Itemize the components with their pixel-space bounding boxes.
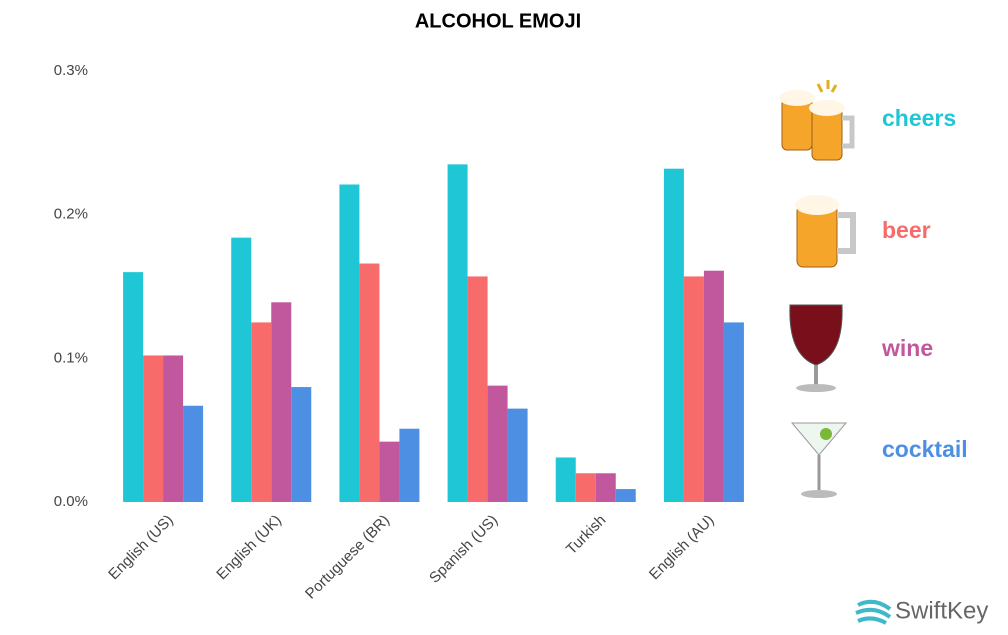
bar bbox=[123, 272, 144, 502]
chart-title: ALCOHOL EMOJI bbox=[415, 10, 581, 32]
brand-logo bbox=[855, 599, 892, 625]
legend-label: wine bbox=[881, 335, 933, 361]
x-tick-label: Turkish bbox=[563, 512, 609, 558]
x-tick-label: English (AU) bbox=[646, 512, 718, 584]
y-tick-label: 0.2% bbox=[54, 206, 88, 223]
bar bbox=[163, 355, 184, 502]
x-tick-label: Spanish (US) bbox=[426, 512, 501, 587]
bar bbox=[271, 302, 292, 502]
bar bbox=[555, 457, 576, 502]
brand-name: SwiftKey bbox=[895, 597, 988, 624]
bar bbox=[507, 408, 528, 502]
legend-label: cheers bbox=[882, 105, 956, 131]
bar bbox=[231, 237, 252, 503]
x-tick-label: Portuguese (BR) bbox=[302, 512, 393, 603]
bar bbox=[143, 355, 164, 502]
cocktail-icon bbox=[790, 422, 848, 498]
x-tick-label: English (UK) bbox=[213, 512, 285, 584]
bar bbox=[575, 473, 596, 502]
beer-icon bbox=[795, 195, 856, 268]
bar bbox=[703, 270, 724, 502]
legend-label: cocktail bbox=[882, 436, 968, 462]
bar bbox=[467, 276, 488, 502]
y-tick-label: 0.1% bbox=[54, 349, 88, 366]
bar bbox=[723, 322, 744, 502]
bar bbox=[595, 473, 616, 502]
x-tick-label: English (US) bbox=[105, 512, 177, 584]
cheers-icon bbox=[779, 80, 855, 161]
bar bbox=[663, 168, 684, 502]
bar bbox=[379, 441, 400, 502]
bar bbox=[339, 184, 360, 502]
y-tick-label: 0.0% bbox=[54, 493, 88, 510]
wine-icon bbox=[789, 304, 843, 392]
y-tick-label: 0.3% bbox=[54, 62, 88, 79]
bar bbox=[683, 276, 704, 502]
bar bbox=[291, 387, 312, 502]
legend-label: beer bbox=[882, 217, 931, 243]
bar bbox=[615, 489, 636, 502]
bar bbox=[359, 263, 380, 502]
bar bbox=[399, 428, 420, 502]
bar bbox=[487, 385, 508, 502]
bar bbox=[251, 322, 272, 502]
bar bbox=[183, 405, 204, 502]
bar bbox=[447, 164, 468, 502]
